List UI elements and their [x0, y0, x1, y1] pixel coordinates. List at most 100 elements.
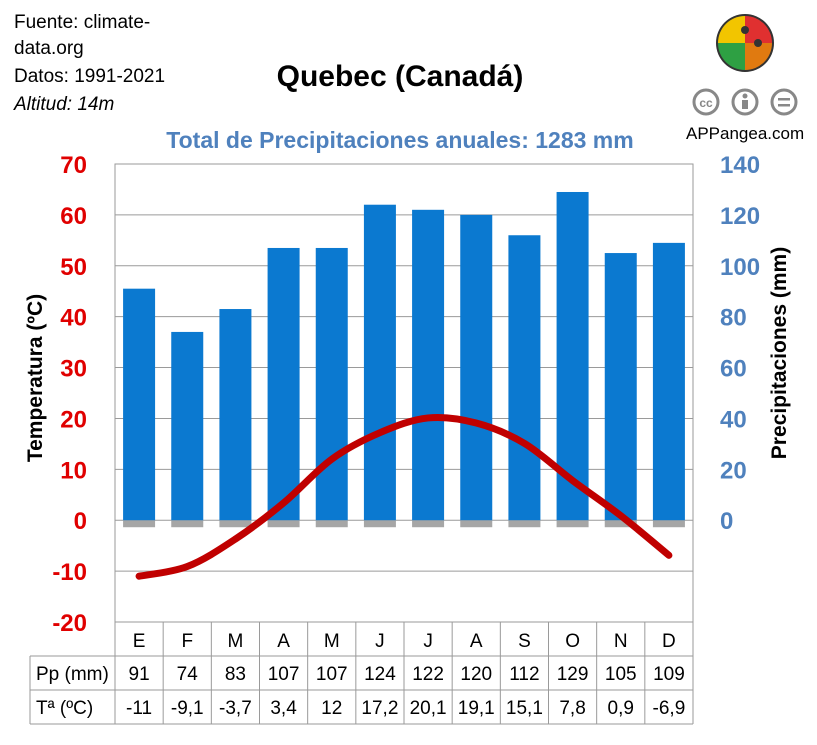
right-tick-label: 0 [720, 508, 733, 535]
precipitation-value: 109 [653, 664, 685, 685]
temperature-value: 19,1 [458, 698, 495, 719]
temperature-value: -3,7 [219, 698, 252, 719]
temperature-line [135, 413, 673, 580]
precipitation-bar [460, 214, 493, 521]
brand-label: APPangea.com [686, 124, 805, 143]
temperature-value: 20,1 [410, 698, 447, 719]
precipitation-value: 105 [605, 664, 637, 685]
license-icons: cc [692, 87, 802, 122]
left-tick-label: 20 [60, 406, 87, 433]
precipitation-value: 107 [268, 664, 300, 685]
precipitation-bar [123, 288, 156, 521]
precipitation-value: 120 [460, 664, 492, 685]
gridlines [114, 163, 694, 623]
bar-base [604, 520, 637, 528]
left-tick-label: 40 [60, 305, 87, 332]
month-label: J [375, 631, 385, 652]
month-label: A [470, 631, 483, 652]
data-table: Pp (mm) Tª (ºC) E 91 -11 F 74 -9,1 M 83 -3,7 A 107 3,… [29, 621, 694, 725]
puzzle-logo-icon [714, 12, 776, 79]
source-line: Fuente: climate- [14, 12, 151, 33]
attribution-icon [731, 88, 759, 116]
precipitation-bar [219, 309, 252, 521]
temperature-value: 3,4 [270, 698, 297, 719]
precipitation-bars [123, 191, 685, 528]
no-derivatives-icon [770, 88, 798, 116]
table-row-label: Pp (mm) [36, 664, 109, 685]
dates-line: Datos: 1991-2021 [14, 66, 166, 87]
bar-base [412, 520, 445, 528]
right-tick-label: 40 [720, 406, 747, 433]
precipitation-bar [315, 247, 348, 521]
precipitation-value: 112 [509, 664, 539, 685]
bar-base [652, 520, 685, 528]
month-label: E [133, 631, 146, 652]
right-tick-label: 120 [720, 203, 760, 230]
left-tick-label: -20 [52, 610, 87, 637]
month-label: M [228, 631, 244, 652]
svg-text:cc: cc [699, 96, 713, 110]
precipitation-bar [652, 242, 685, 521]
cc-icon: cc [692, 88, 720, 116]
axes: 706050403020100-10-20140120100806040200T… [24, 152, 791, 637]
bar-base [267, 520, 300, 528]
temperature-value: -9,1 [171, 698, 204, 719]
plot-border [114, 163, 694, 623]
precipitation-bar [363, 204, 396, 521]
precipitation-value: 107 [316, 664, 348, 685]
left-tick-label: 60 [60, 203, 87, 230]
right-tick-label: 140 [720, 152, 760, 179]
precipitation-value: 124 [364, 664, 396, 685]
chart-title: Quebec (Canadá) [276, 60, 524, 93]
bar-base [508, 520, 541, 528]
right-tick-label: 80 [720, 305, 747, 332]
month-label: S [518, 631, 531, 652]
bar-base [460, 520, 493, 528]
month-label: D [662, 631, 676, 652]
source-line: data.org [14, 38, 84, 59]
right-tick-label: 20 [720, 457, 747, 484]
bar-base [315, 520, 348, 528]
left-tick-label: 0 [74, 508, 87, 535]
month-label: M [324, 631, 340, 652]
month-label: O [565, 631, 580, 652]
temperature-value: 7,8 [559, 698, 585, 719]
precipitation-value: 129 [557, 664, 589, 685]
left-axis-title: Temperatura (ºC) [24, 294, 47, 462]
right-tick-label: 100 [720, 254, 760, 281]
temperature-value: 0,9 [608, 698, 634, 719]
month-label: F [181, 631, 193, 652]
left-tick-label: 10 [60, 457, 87, 484]
precipitation-value: 122 [412, 664, 444, 685]
precipitation-bar [508, 235, 541, 521]
bar-base [556, 520, 589, 528]
precipitation-bar [267, 247, 300, 521]
precipitation-bar [171, 331, 204, 521]
precipitation-bar [604, 253, 637, 521]
precipitation-bar [412, 209, 445, 521]
left-tick-label: -10 [52, 559, 87, 586]
bar-base [219, 520, 252, 528]
table-row-label: Tª (ºC) [36, 698, 93, 719]
left-tick-label: 30 [60, 356, 87, 383]
bar-base [123, 520, 156, 528]
right-tick-label: 60 [720, 356, 747, 383]
temperature-value: 15,1 [506, 698, 543, 719]
bar-base [363, 520, 396, 528]
precipitation-value: 83 [225, 664, 246, 685]
right-axis-title: Precipitaciones (mm) [768, 247, 791, 459]
temperature-value: 17,2 [361, 698, 398, 719]
month-label: A [277, 631, 290, 652]
left-tick-label: 50 [60, 254, 87, 281]
precipitation-value: 74 [177, 664, 199, 685]
left-tick-label: 70 [60, 152, 87, 179]
bar-base [171, 520, 204, 528]
month-label: N [614, 631, 628, 652]
temperature-value: -6,9 [653, 698, 686, 719]
temperature-value: 12 [321, 698, 342, 719]
precipitation-value: 91 [129, 664, 150, 685]
temperature-value: -11 [126, 698, 152, 719]
precipitation-bar [556, 191, 589, 521]
chart-subtitle: Total de Precipitaciones anuales: 1283 m… [166, 127, 634, 153]
altitude-line: Altitud: 14m [14, 94, 115, 115]
